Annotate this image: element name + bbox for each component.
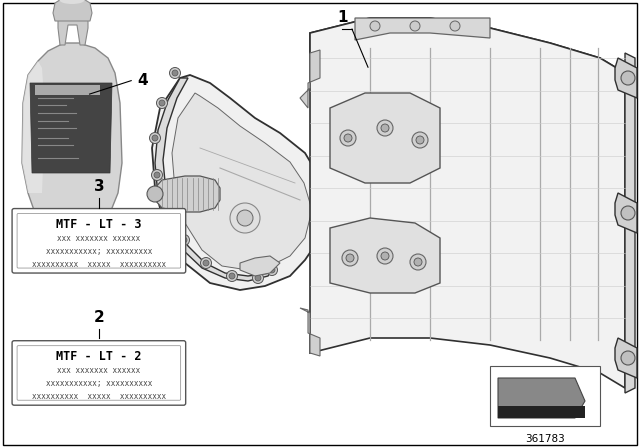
- Text: 4: 4: [138, 73, 148, 88]
- Circle shape: [346, 254, 354, 262]
- Polygon shape: [615, 193, 637, 233]
- Polygon shape: [625, 53, 635, 393]
- Circle shape: [157, 98, 168, 108]
- Circle shape: [200, 258, 211, 268]
- Polygon shape: [300, 308, 320, 356]
- Circle shape: [170, 68, 180, 78]
- Polygon shape: [310, 18, 625, 93]
- Text: 1: 1: [337, 10, 348, 25]
- FancyBboxPatch shape: [17, 214, 180, 268]
- Circle shape: [381, 252, 389, 260]
- Text: MTF - LT - 2: MTF - LT - 2: [56, 350, 141, 363]
- Text: xxx xxxxxxx xxxxxx: xxx xxxxxxx xxxxxx: [57, 234, 141, 243]
- Text: 361783: 361783: [525, 434, 565, 444]
- Circle shape: [342, 250, 358, 266]
- Text: xxxxxxxxxx  xxxxx  xxxxxxxxxx: xxxxxxxxxx xxxxx xxxxxxxxxx: [32, 260, 166, 269]
- Circle shape: [150, 133, 161, 143]
- Polygon shape: [330, 218, 440, 293]
- Polygon shape: [355, 18, 490, 40]
- Text: 2: 2: [94, 310, 104, 325]
- Polygon shape: [22, 61, 45, 193]
- Circle shape: [377, 120, 393, 136]
- Circle shape: [253, 272, 264, 284]
- Circle shape: [179, 234, 189, 246]
- Polygon shape: [615, 58, 637, 98]
- Circle shape: [621, 206, 635, 220]
- Circle shape: [227, 271, 237, 281]
- Polygon shape: [498, 378, 585, 418]
- Circle shape: [165, 207, 171, 213]
- FancyBboxPatch shape: [12, 209, 186, 273]
- Text: 3: 3: [94, 179, 104, 194]
- Polygon shape: [615, 338, 637, 378]
- Text: xxxxxxxxxxx; xxxxxxxxxx: xxxxxxxxxxx; xxxxxxxxxx: [45, 247, 152, 256]
- Circle shape: [412, 132, 428, 148]
- Polygon shape: [30, 83, 112, 173]
- Circle shape: [181, 237, 187, 243]
- Circle shape: [203, 260, 209, 266]
- Text: xxxxxxxxxxx; xxxxxxxxxx: xxxxxxxxxxx; xxxxxxxxxx: [45, 379, 152, 388]
- Polygon shape: [58, 18, 88, 45]
- Bar: [35, 85, 100, 95]
- Bar: [490, 366, 600, 426]
- Polygon shape: [155, 176, 220, 212]
- Text: MTF - LT - 3: MTF - LT - 3: [56, 218, 141, 231]
- Polygon shape: [53, 0, 92, 21]
- Polygon shape: [300, 50, 320, 108]
- Text: xxx xxxxxxx xxxxxx: xxx xxxxxxx xxxxxx: [57, 366, 141, 375]
- Circle shape: [229, 273, 235, 279]
- Polygon shape: [240, 256, 280, 276]
- Polygon shape: [172, 93, 312, 270]
- Circle shape: [237, 210, 253, 226]
- Circle shape: [255, 275, 261, 281]
- Circle shape: [230, 203, 260, 233]
- Polygon shape: [155, 78, 270, 281]
- Bar: [498, 406, 585, 418]
- Circle shape: [163, 204, 173, 215]
- Polygon shape: [310, 18, 625, 388]
- Ellipse shape: [60, 0, 84, 4]
- Text: xxxxxxxxxx  xxxxx  xxxxxxxxxx: xxxxxxxxxx xxxxx xxxxxxxxxx: [32, 392, 166, 401]
- Circle shape: [621, 351, 635, 365]
- Circle shape: [377, 248, 393, 264]
- Polygon shape: [330, 93, 440, 183]
- Circle shape: [266, 264, 278, 276]
- Circle shape: [410, 21, 420, 31]
- Circle shape: [410, 254, 426, 270]
- Circle shape: [340, 130, 356, 146]
- Circle shape: [414, 258, 422, 266]
- Circle shape: [381, 124, 389, 132]
- Circle shape: [621, 71, 635, 85]
- Circle shape: [269, 267, 275, 273]
- FancyBboxPatch shape: [17, 346, 180, 400]
- Circle shape: [152, 135, 158, 141]
- FancyBboxPatch shape: [12, 341, 186, 405]
- Polygon shape: [22, 43, 122, 213]
- Circle shape: [147, 186, 163, 202]
- Polygon shape: [152, 75, 330, 290]
- Circle shape: [370, 21, 380, 31]
- Circle shape: [344, 134, 352, 142]
- Circle shape: [416, 136, 424, 144]
- Circle shape: [450, 21, 460, 31]
- Circle shape: [152, 169, 163, 181]
- Circle shape: [172, 70, 178, 76]
- Circle shape: [154, 172, 160, 178]
- Circle shape: [159, 100, 165, 106]
